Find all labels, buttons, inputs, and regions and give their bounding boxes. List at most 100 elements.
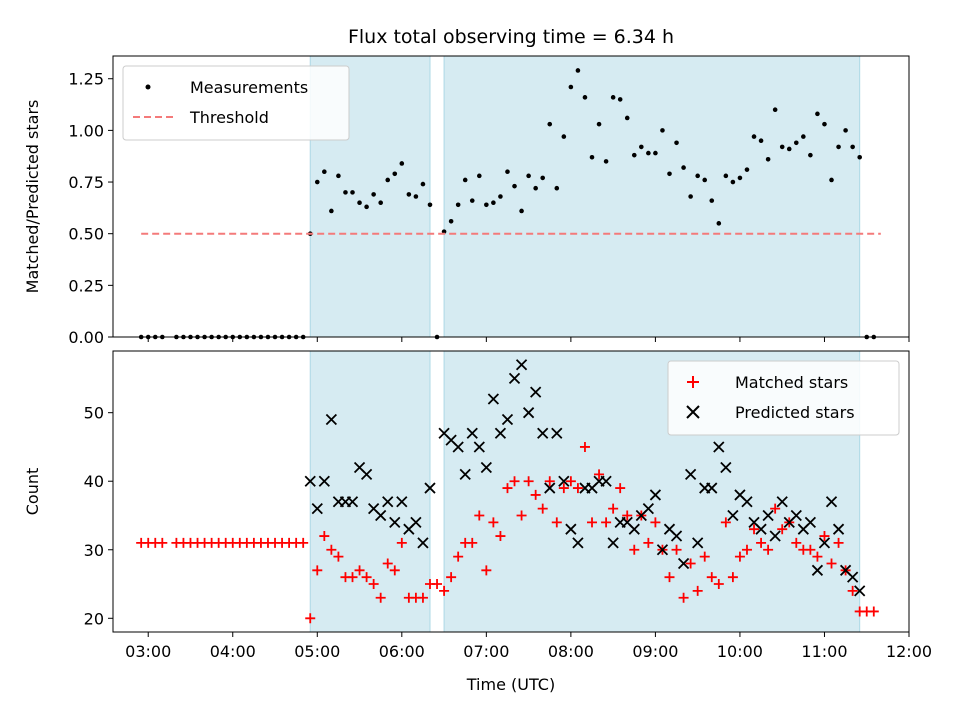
measurement-point: [723, 173, 729, 179]
predicted-stars-point: [530, 386, 542, 398]
measurement-point: [512, 183, 517, 189]
top-panel: 0.00 0.25 0.50 0.75 1.00 1.25 Flux total obser…: [23, 26, 910, 347]
measurement-point: [765, 157, 771, 162]
predicted-stars-point: [494, 427, 507, 439]
measurement-point: [469, 198, 475, 203]
legend-plus-icon: [687, 376, 699, 388]
measurement-point: [427, 202, 433, 208]
matched-stars-point: [347, 572, 358, 583]
predicted-stars-point: [311, 502, 323, 515]
legend-box: [122, 65, 350, 141]
predicted-stars-point: [776, 496, 788, 508]
predicted-stars-point: [706, 482, 718, 494]
y-axis-label: Count: [23, 468, 42, 516]
matched-stars-point: [537, 503, 548, 514]
predicted-stars-point: [607, 537, 619, 549]
shaded-interval: [309, 350, 431, 633]
measurement-point: [653, 150, 658, 156]
predicted-stars-point: [565, 523, 577, 535]
measurement-point: [314, 179, 320, 185]
matched-stars-point: [558, 483, 569, 494]
matched-stars-point: [523, 476, 534, 487]
measurement-point: [857, 154, 862, 160]
predicted-stars-point: [452, 441, 464, 453]
measurement-point: [667, 171, 672, 177]
measurement-point: [610, 95, 616, 100]
matched-stars-point: [587, 517, 598, 528]
predicted-stars-point: [537, 427, 549, 439]
matched-stars-point: [601, 517, 612, 528]
x-tick-label: 10:00: [717, 642, 763, 661]
matched-stars-point: [516, 510, 527, 521]
y-tick-label: 1.00: [68, 121, 104, 140]
measurement-point: [385, 177, 391, 183]
measurement-point: [674, 140, 679, 146]
matched-stars-point: [791, 537, 802, 548]
matched-stars-point: [706, 572, 717, 583]
x-tick-label: 09:00: [632, 642, 678, 661]
predicted-stars-point: [790, 509, 802, 522]
matched-stars-point: [713, 579, 724, 590]
predicted-stars-point: [670, 530, 683, 542]
matched-stars-point: [756, 537, 767, 548]
matched-stars-point: [565, 476, 576, 487]
predicted-stars-point: [769, 530, 781, 542]
predicted-stars-point: [558, 475, 570, 487]
x-tick-label: 11:00: [801, 642, 847, 661]
matched-stars-point: [481, 565, 492, 576]
predicted-stars-point: [847, 571, 859, 583]
matched-stars-point: [326, 544, 337, 555]
predicted-stars-point: [551, 427, 563, 439]
plot-frame: [112, 350, 910, 633]
matched-stars-point: [819, 531, 830, 542]
legend-label: Threshold: [189, 108, 269, 127]
matched-stars-point: [453, 551, 464, 562]
x-axis-label: Time (UTC): [466, 675, 555, 694]
measurement-point: [829, 177, 834, 183]
measurement-point: [329, 208, 334, 214]
predicted-stars-point: [713, 441, 725, 453]
x-tick-label: 06:00: [379, 642, 425, 661]
matched-stars-point: [333, 551, 344, 562]
y-tick-label: 20: [84, 609, 104, 628]
predicted-stars-point: [304, 475, 316, 487]
predicted-stars-point: [501, 413, 514, 426]
measurement-point: [378, 200, 383, 205]
matched-stars-point: [417, 592, 428, 603]
measurement-point: [582, 95, 588, 100]
matched-stars-point: [579, 441, 590, 452]
measurement-point: [737, 175, 743, 181]
matched-stars-point: [305, 613, 316, 624]
measurement-point: [484, 202, 489, 208]
predicted-stars-point: [466, 427, 478, 439]
predicted-stars-point: [346, 496, 359, 508]
y-tick-label: 40: [84, 472, 104, 491]
predicted-stars-point: [480, 461, 492, 474]
matched-stars-point: [572, 483, 583, 494]
measurement-point: [730, 179, 736, 185]
y-tick-label: 0.25: [68, 276, 104, 295]
predicted-stars-point: [649, 489, 662, 501]
predicted-stars-point: [410, 516, 422, 528]
matched-stars-point: [608, 503, 619, 514]
legend: Matched stars Predicted stars: [667, 360, 900, 436]
measurement-point: [505, 169, 510, 175]
matched-stars-point: [847, 585, 858, 596]
matched-stars-point: [763, 544, 774, 555]
measurement-point: [547, 121, 553, 127]
measurement-point: [420, 181, 426, 187]
measurement-point: [498, 194, 503, 199]
measurement-point: [519, 208, 524, 214]
matched-stars-point: [446, 572, 457, 583]
matched-stars-point: [488, 517, 499, 528]
predicted-stars-point: [417, 537, 429, 549]
matched-stars-point: [382, 558, 393, 569]
y-axis-label: Matched/Predicted stars: [23, 100, 42, 294]
predicted-stars-point: [382, 496, 394, 508]
matched-stars-point: [777, 524, 788, 535]
matched-stars-point: [812, 551, 823, 562]
matched-stars-point: [699, 551, 710, 562]
y-tick-label: 1.25: [68, 70, 104, 89]
legend-label: Matched stars: [735, 373, 848, 392]
measurement-point: [716, 221, 722, 226]
